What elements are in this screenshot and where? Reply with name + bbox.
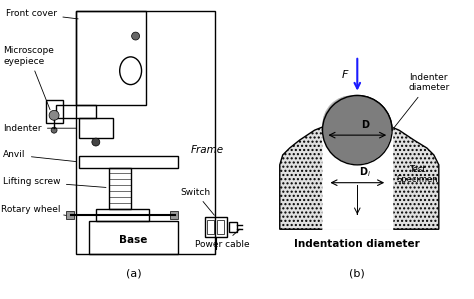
- Circle shape: [322, 95, 389, 162]
- Text: Lifting screw: Lifting screw: [3, 177, 106, 187]
- Circle shape: [322, 95, 385, 158]
- Bar: [217, 220, 224, 234]
- Bar: [56, 106, 96, 118]
- Circle shape: [322, 95, 390, 162]
- Bar: [76, 11, 146, 106]
- Circle shape: [322, 95, 382, 154]
- Bar: [76, 11, 215, 254]
- Circle shape: [49, 110, 59, 120]
- Bar: [205, 217, 227, 237]
- Bar: [229, 222, 237, 232]
- Text: (a): (a): [126, 269, 141, 279]
- Text: D: D: [361, 120, 369, 130]
- Bar: [207, 220, 214, 234]
- Circle shape: [322, 95, 388, 161]
- Circle shape: [51, 127, 57, 133]
- Circle shape: [322, 95, 380, 153]
- Circle shape: [322, 95, 389, 161]
- Text: Frame: Frame: [190, 145, 223, 155]
- Circle shape: [322, 95, 387, 160]
- Text: Power cable: Power cable: [195, 229, 250, 249]
- Bar: [79, 156, 178, 168]
- Bar: [79, 118, 113, 138]
- Bar: [46, 100, 63, 123]
- Circle shape: [322, 95, 391, 164]
- Circle shape: [322, 95, 381, 154]
- Text: D$_i$: D$_i$: [359, 165, 371, 179]
- Circle shape: [322, 95, 383, 156]
- Text: Indentation diameter: Indentation diameter: [294, 239, 420, 249]
- Text: Rotary wheel: Rotary wheel: [1, 205, 66, 215]
- Bar: [96, 209, 148, 221]
- Circle shape: [322, 95, 387, 159]
- Bar: [89, 221, 178, 254]
- Text: Microscope
eyepiece: Microscope eyepiece: [3, 46, 54, 110]
- Text: Anvil: Anvil: [3, 150, 76, 161]
- Text: Base: Base: [119, 235, 148, 245]
- Circle shape: [322, 95, 384, 157]
- Text: Switch: Switch: [180, 187, 214, 215]
- Circle shape: [322, 95, 392, 164]
- Circle shape: [132, 32, 139, 40]
- Text: Indenter
diameter: Indenter diameter: [394, 73, 450, 128]
- Polygon shape: [280, 118, 439, 229]
- Circle shape: [322, 95, 390, 163]
- Text: Indenter: Indenter: [3, 124, 76, 133]
- Bar: [109, 168, 131, 209]
- Circle shape: [322, 95, 382, 155]
- Text: Front cover: Front cover: [6, 9, 78, 19]
- Circle shape: [322, 95, 385, 158]
- Bar: [66, 211, 74, 219]
- Text: $F$: $F$: [341, 68, 350, 80]
- Circle shape: [322, 95, 386, 159]
- Circle shape: [92, 138, 100, 146]
- Circle shape: [322, 95, 383, 155]
- Text: (b): (b): [349, 269, 365, 279]
- Circle shape: [322, 95, 384, 157]
- Bar: [170, 211, 178, 219]
- Text: Test
Specimen: Test Specimen: [396, 165, 438, 184]
